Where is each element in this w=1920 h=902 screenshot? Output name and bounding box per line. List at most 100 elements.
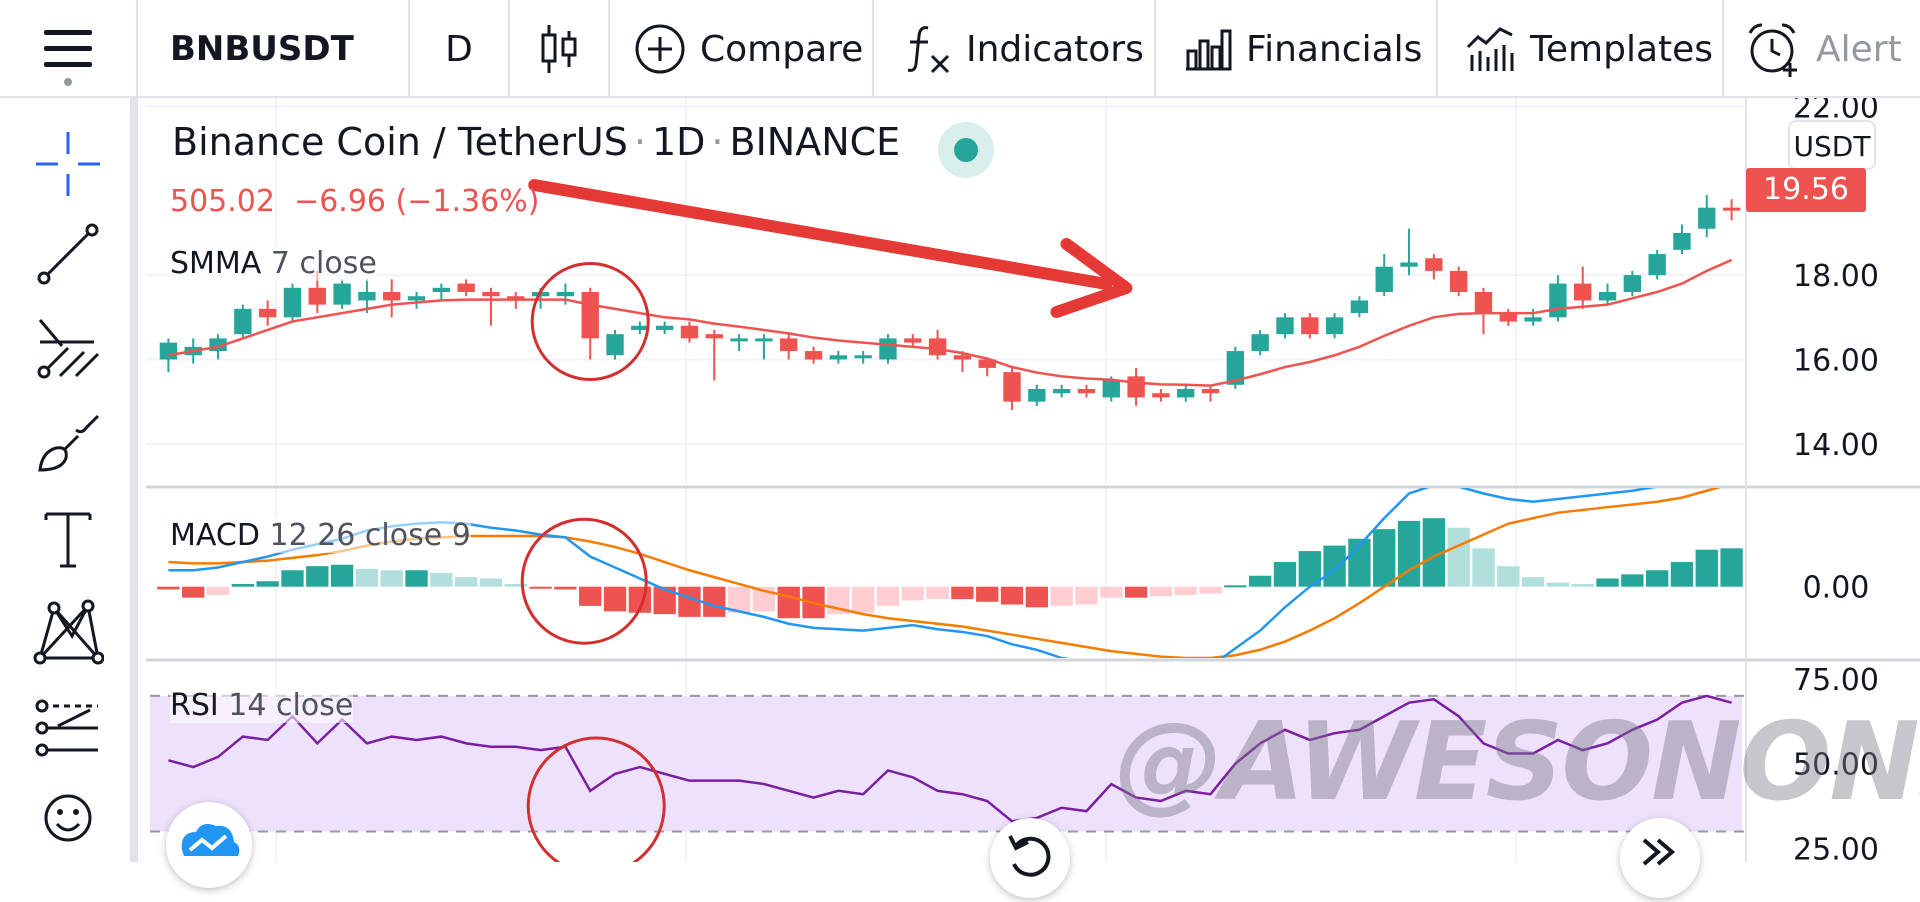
financials-button[interactable]: Financials xyxy=(1156,0,1438,98)
indicators-button[interactable]: Indicators xyxy=(874,0,1156,98)
macd-histogram-bar-7 xyxy=(330,564,354,587)
rsi-tick-label-1: 50.00 xyxy=(1793,748,1879,783)
timeframe-button[interactable] xyxy=(166,802,252,888)
candle-28 xyxy=(854,355,872,359)
macd-histogram-bar-1 xyxy=(182,586,205,598)
macd-histogram-bar-55 xyxy=(1521,577,1545,587)
bar-chart-icon xyxy=(1186,29,1232,71)
brush-icon[interactable] xyxy=(32,408,104,480)
macd-histogram-bar-5 xyxy=(281,570,304,587)
candle-30 xyxy=(904,338,922,343)
compare-label: Compare xyxy=(700,28,864,70)
candle-44 xyxy=(1251,334,1269,352)
pattern-icon[interactable] xyxy=(32,596,104,668)
macd-histogram-bar-42 xyxy=(1199,586,1222,594)
rsi-band xyxy=(150,695,1742,832)
rsi-tick-label-0: 75.00 xyxy=(1793,663,1879,698)
candle-49 xyxy=(1375,266,1393,292)
macd-histogram-bar-23 xyxy=(727,586,751,613)
cloud-chart-icon xyxy=(181,824,240,856)
trendline-icon[interactable] xyxy=(32,218,104,290)
macd-histogram-bar-14 xyxy=(504,583,527,587)
menu-button[interactable] xyxy=(0,0,138,98)
macd-histogram-bar-51 xyxy=(1422,518,1446,587)
chart-type-button[interactable] xyxy=(510,0,610,98)
candle-7 xyxy=(333,283,351,305)
macd-histogram-bar-12 xyxy=(454,577,478,587)
macd-histogram-bar-11 xyxy=(430,573,453,587)
rsi-line xyxy=(168,694,1732,823)
macd-histogram-bar-25 xyxy=(777,586,800,619)
candle-10 xyxy=(407,296,426,301)
candle-34 xyxy=(1003,372,1021,402)
templates-button[interactable]: Templates xyxy=(1438,0,1724,98)
smma-params: 7 close xyxy=(270,246,377,281)
macd-histogram-bar-31 xyxy=(926,586,949,600)
plus-circle-icon xyxy=(635,24,685,74)
market-status-indicator[interactable] xyxy=(938,122,994,178)
candle-63 xyxy=(1722,207,1741,211)
alert-button[interactable]: Alert xyxy=(1724,0,1920,98)
macd-histogram-bar-53 xyxy=(1472,548,1495,587)
interval-button[interactable]: D xyxy=(410,0,510,98)
scroll-to-latest-button[interactable] xyxy=(1620,818,1700,898)
macd-histogram-bar-39 xyxy=(1124,586,1148,598)
templates-label: Templates xyxy=(1530,28,1714,70)
candle-8 xyxy=(358,292,376,301)
candle-38 xyxy=(1102,380,1120,398)
pair-name: Binance Coin / TetherUS xyxy=(172,120,628,164)
compare-button[interactable]: Compare xyxy=(610,0,874,98)
macd-histogram-bar-41 xyxy=(1174,586,1197,595)
symbol-label: BNBUSDT xyxy=(170,29,354,69)
candle-59 xyxy=(1623,275,1642,292)
reset-chart-button[interactable] xyxy=(990,818,1070,898)
separator-2: · xyxy=(711,120,724,164)
macd-histogram-bar-45 xyxy=(1273,562,1297,587)
rsi-name: RSI xyxy=(170,688,219,723)
candle-39 xyxy=(1127,376,1145,398)
macd-histogram-bar-22 xyxy=(703,586,726,617)
macd-histogram-bar-59 xyxy=(1621,574,1644,587)
candle-4 xyxy=(258,308,277,318)
financials-label: Financials xyxy=(1246,28,1423,70)
macd-histogram-bar-33 xyxy=(976,586,999,602)
chart-legend-title: Binance Coin / TetherUS · 1D · BINANCE xyxy=(172,120,900,164)
crosshair-icon[interactable] xyxy=(32,128,104,200)
macd-name: MACD xyxy=(170,518,260,553)
annotation-arrow-shaft xyxy=(528,179,1113,290)
forecast-icon[interactable] xyxy=(32,692,104,764)
macd-histogram-bar-38 xyxy=(1100,586,1123,598)
smma-name: SMMA xyxy=(170,246,262,281)
candle-47 xyxy=(1325,317,1344,335)
text-icon[interactable] xyxy=(32,504,104,576)
candle-23 xyxy=(730,338,748,342)
candle-32 xyxy=(953,355,972,360)
currency-button[interactable]: USDT xyxy=(1788,120,1876,170)
emoji-icon[interactable] xyxy=(32,782,104,854)
candle-26 xyxy=(804,351,823,360)
menu-icon xyxy=(44,30,92,86)
smma-legend[interactable]: SMMA 7 close xyxy=(170,246,377,281)
exchange-name: BINANCE xyxy=(729,120,901,164)
macd-histogram-bar-37 xyxy=(1075,586,1098,605)
rsi-tick-label-2: 25.00 xyxy=(1793,832,1879,862)
indicators-label: Indicators xyxy=(966,28,1144,70)
rsi-legend[interactable]: RSI 14 close xyxy=(170,688,354,723)
macd-histogram-bar-28 xyxy=(851,586,875,613)
candle-48 xyxy=(1350,300,1369,314)
candle-20 xyxy=(655,325,674,330)
macd-histogram-bar-36 xyxy=(1050,586,1073,606)
candle-51 xyxy=(1425,258,1443,271)
macd-legend[interactable]: MACD 12 26 close 9 xyxy=(170,518,471,553)
pitchfork-icon[interactable] xyxy=(32,312,104,384)
candle-13 xyxy=(482,292,500,297)
macd-histogram-bar-54 xyxy=(1497,566,1520,587)
annotation-circle-macd xyxy=(520,517,648,645)
macd-histogram-bar-63 xyxy=(1720,548,1743,587)
candle-22 xyxy=(705,334,723,339)
separator-1: · xyxy=(633,120,646,164)
macd-histogram-bar-44 xyxy=(1248,575,1272,587)
symbol-search[interactable]: BNBUSDT xyxy=(138,0,410,98)
macd-histogram-bar-58 xyxy=(1596,578,1619,587)
